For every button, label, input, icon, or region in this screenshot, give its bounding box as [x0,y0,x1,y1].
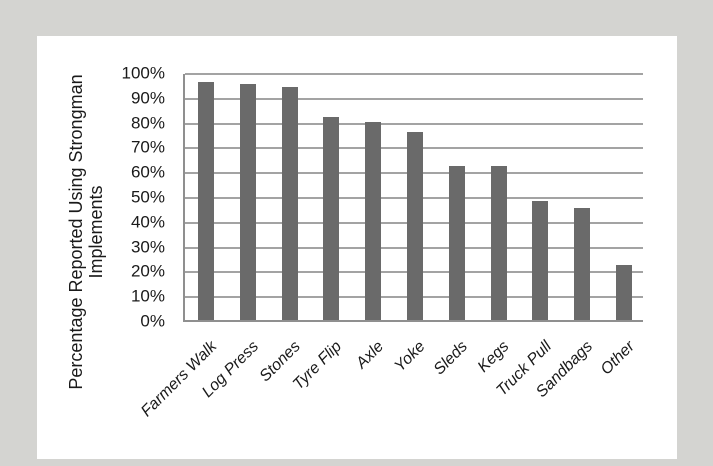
bar-stones [281,86,298,320]
x-tick-label-yoke: Yoke [391,338,430,376]
bar-kegs [490,166,507,320]
y-axis-title-line-2: Implements [86,185,106,279]
bar-tyre-flip [323,116,340,320]
y-axis-title-line-1: Percentage Reported Using Strongman [66,74,86,390]
bar-sleds [448,166,465,320]
y-tick-label-10: 10% [130,286,165,306]
x-tick-label-sleds: Sleds [430,338,471,379]
x-tick-label-axle: Axle [353,338,388,373]
x-tick-label-kegs: Kegs [474,338,513,376]
y-tick-label-40: 40% [130,212,165,232]
bar-truck-pull [532,200,549,320]
gridline-100 [185,73,643,75]
plot-area [183,73,643,322]
y-tick-label-30: 30% [130,237,165,257]
gridline-90 [185,97,643,100]
y-tick-label-20: 20% [130,261,165,281]
y-tick-label-60: 60% [130,162,165,182]
y-tick-label-100: 100% [121,63,165,83]
bar-sandbags [574,208,591,320]
x-tick-label-other: Other [597,338,639,379]
y-tick-label-50: 50% [130,187,165,207]
y-tick-label-90: 90% [130,88,165,108]
bar-log-press [239,84,256,320]
y-axis-title: Percentage Reported Using Strongman Impl… [66,72,108,392]
bar-axle [365,121,382,320]
gridline-80 [185,122,643,125]
bar-farmers-walk [197,81,214,320]
bar-other [616,265,633,320]
y-tick-label-70: 70% [130,137,165,157]
y-tick-label-80: 80% [130,113,165,133]
chart-panel: Percentage Reported Using Strongman Impl… [37,36,677,459]
bar-yoke [407,131,423,320]
y-tick-label-0: 0% [140,311,165,331]
